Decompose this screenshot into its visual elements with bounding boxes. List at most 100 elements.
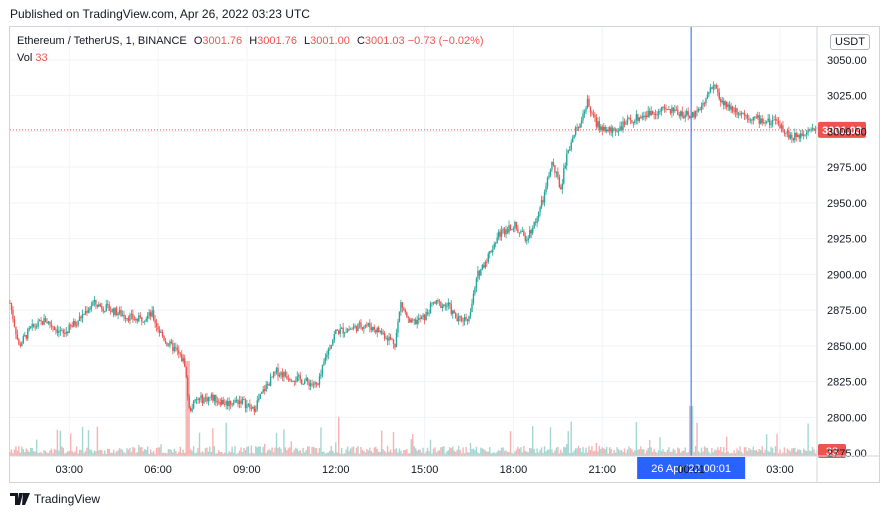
candle-body (641, 116, 643, 119)
candle-body (224, 404, 226, 405)
volume-bar (789, 451, 792, 456)
candle-body (804, 134, 806, 136)
volume-bar (805, 450, 808, 456)
volume-bar (40, 452, 42, 456)
volume-bar (566, 444, 568, 456)
candle-body (102, 308, 104, 312)
volume-bar (292, 452, 294, 456)
volume-bar (18, 446, 20, 456)
volume-bar (209, 446, 211, 456)
candle-body (594, 114, 596, 118)
volume-bar (10, 449, 13, 456)
volume-bar (638, 449, 641, 456)
volume-bar (685, 452, 688, 456)
candle-body (376, 327, 378, 333)
volume-bar (397, 452, 399, 456)
volume-bar (155, 447, 158, 456)
volume-bar (570, 421, 572, 456)
volume-bar (708, 451, 710, 456)
volume-bar (363, 450, 365, 456)
volume-bar (354, 453, 356, 456)
candle-body (589, 106, 592, 113)
candle-body (38, 320, 41, 322)
candle-body (685, 111, 688, 115)
candle-body (569, 149, 571, 151)
volume-bar (107, 448, 109, 456)
volume-bar (235, 453, 238, 456)
candle-body (631, 120, 633, 123)
candle-body (508, 225, 510, 233)
volume-bar (289, 447, 291, 456)
volume-bar (252, 452, 254, 456)
footer-brand[interactable]: TradingView (10, 492, 100, 506)
candle-body (496, 237, 498, 243)
volume-bar (388, 451, 390, 456)
candle-body (292, 381, 294, 382)
volume-bar (502, 447, 504, 456)
candle-body (490, 251, 492, 253)
candle-body (592, 113, 595, 115)
candle-body (709, 87, 712, 93)
candle-body (669, 109, 672, 114)
volume-bar (811, 447, 814, 456)
volume-bar (111, 453, 113, 456)
candle-body (693, 112, 695, 118)
volume-bar (675, 453, 678, 456)
volume-bar (281, 452, 284, 456)
volume-bar (249, 453, 251, 456)
candle-body (35, 326, 38, 328)
volume-bar (597, 451, 599, 456)
volume-bar (703, 446, 706, 456)
volume-bar (800, 450, 802, 456)
y-tick-label: 2775.00 (827, 448, 867, 460)
volume-bar (385, 452, 387, 456)
candle-body (117, 313, 119, 316)
candle-body (459, 316, 461, 317)
candle-body (348, 329, 350, 331)
candle-body (244, 399, 247, 409)
volume-bar (651, 451, 654, 456)
volume-bar (219, 452, 221, 456)
candle-body (530, 230, 532, 234)
volume-bar (144, 449, 146, 456)
volume-bar (124, 453, 127, 456)
candle-body (259, 393, 261, 399)
volume-bar (52, 453, 54, 456)
candle-body (213, 394, 216, 401)
candle-body (306, 377, 309, 382)
candle-body (549, 169, 552, 176)
currency-button[interactable]: USDT (830, 34, 870, 50)
candle-body (72, 321, 75, 327)
volume-bar (449, 447, 451, 456)
volume-bar (600, 448, 602, 456)
volume-bar (768, 451, 771, 456)
candle-body (229, 400, 232, 405)
volume-bar (84, 451, 87, 456)
chart-frame[interactable] (9, 26, 880, 483)
y-tick-label: 3050.00 (827, 55, 867, 67)
volume-bar (677, 447, 679, 456)
volume-bar (733, 450, 735, 456)
volume-bar (340, 447, 343, 456)
volume-bar (794, 447, 796, 456)
volume-bar (61, 446, 63, 456)
volume-bar (813, 449, 815, 456)
candle-body (315, 382, 318, 384)
candle-body (785, 133, 787, 134)
candle-body (198, 398, 201, 400)
volume-bar (222, 453, 224, 456)
candle-body (711, 87, 713, 89)
candle-body (450, 304, 452, 314)
volume-bar (760, 450, 762, 456)
volume-bar (683, 450, 685, 456)
volume-bar (383, 451, 386, 456)
candle-body (115, 307, 118, 316)
candle-body (712, 85, 715, 89)
volume-bar (378, 451, 380, 456)
volume-bar (201, 451, 204, 456)
candle-body (429, 303, 432, 314)
y-tick-label: 2825.00 (827, 377, 867, 389)
candle-body (303, 381, 306, 384)
volume-bar (68, 450, 70, 456)
